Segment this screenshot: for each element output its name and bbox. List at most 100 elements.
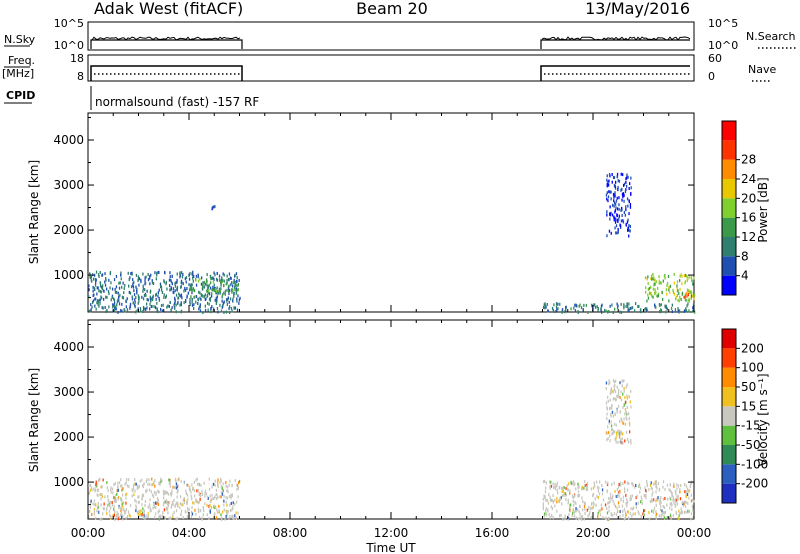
data-cell <box>134 482 136 486</box>
freq-unit-label: [MHz] <box>2 67 34 80</box>
data-cell <box>122 487 124 491</box>
data-cell <box>677 298 679 302</box>
data-cell <box>586 483 588 487</box>
data-cell <box>208 289 210 293</box>
colorbar-tick-label: 50 <box>741 380 756 394</box>
data-cell <box>622 220 625 224</box>
data-cell <box>138 514 140 518</box>
data-cell <box>138 297 140 300</box>
data-cell <box>609 407 611 410</box>
data-cell <box>625 385 627 389</box>
data-cell <box>581 485 583 489</box>
data-cell <box>236 297 238 301</box>
data-cell <box>669 506 671 510</box>
data-cell <box>670 497 672 501</box>
data-cell <box>176 288 178 292</box>
data-cell <box>94 283 97 287</box>
data-cell <box>187 497 189 501</box>
data-cell <box>190 510 193 514</box>
data-cell <box>552 494 554 498</box>
data-cell <box>687 509 689 513</box>
data-cell <box>176 485 179 489</box>
data-cell <box>611 180 613 184</box>
data-cell <box>206 503 208 507</box>
data-cell <box>683 502 685 506</box>
data-cell <box>617 429 619 433</box>
data-cell <box>124 309 126 313</box>
data-cell <box>607 199 609 203</box>
data-cell <box>184 286 186 290</box>
data-cell <box>101 493 103 496</box>
data-cell <box>89 488 92 492</box>
data-cell <box>594 497 596 501</box>
data-cell <box>103 297 105 301</box>
data-cell <box>213 271 215 275</box>
data-cell <box>146 306 148 310</box>
data-cell <box>210 281 212 285</box>
data-cell <box>173 498 175 502</box>
data-cell <box>175 509 178 513</box>
data-cell <box>617 228 619 231</box>
data-cell <box>183 501 186 504</box>
data-cell <box>208 477 210 481</box>
data-cell <box>132 484 135 488</box>
data-cell <box>208 516 210 520</box>
data-cell <box>159 481 161 485</box>
data-cell <box>630 186 632 190</box>
data-cell <box>638 483 641 487</box>
data-cell <box>611 428 613 432</box>
data-cell <box>614 504 617 508</box>
data-cell <box>640 514 642 518</box>
colorbar-tick-label: -100 <box>741 457 768 471</box>
data-cell <box>149 509 151 513</box>
data-cell <box>213 286 216 290</box>
data-cell <box>116 290 118 294</box>
data-cell <box>662 511 665 515</box>
data-cell <box>618 388 620 392</box>
x-tick-label: 16:00 <box>475 526 510 540</box>
data-cell <box>156 301 158 305</box>
data-cell <box>627 228 629 232</box>
data-cell <box>191 283 193 287</box>
data-cell <box>138 484 140 488</box>
data-cell <box>186 506 189 510</box>
data-cell <box>654 292 656 296</box>
data-cell <box>123 308 125 311</box>
data-cell <box>120 484 122 488</box>
data-cell <box>572 500 574 503</box>
data-cell <box>95 482 97 486</box>
data-cell <box>220 479 222 483</box>
data-cell <box>606 178 608 182</box>
data-cell <box>686 487 689 491</box>
data-cell <box>235 511 237 515</box>
data-cell <box>125 299 127 303</box>
data-cell <box>692 516 694 519</box>
data-cell <box>101 273 104 277</box>
data-cell <box>89 276 91 279</box>
data-cell <box>89 505 91 509</box>
data-cell <box>155 512 157 516</box>
data-cell <box>675 498 678 502</box>
data-cell <box>150 273 152 277</box>
data-cell <box>606 412 608 416</box>
data-cell <box>222 303 224 307</box>
data-cell <box>135 310 137 314</box>
data-cell <box>234 286 236 290</box>
data-cell <box>632 506 635 510</box>
data-cell <box>202 506 205 510</box>
data-cell <box>175 486 177 490</box>
data-cell <box>98 304 100 308</box>
data-cell <box>591 304 593 308</box>
data-cell <box>178 292 180 296</box>
data-cell <box>112 303 114 307</box>
data-cell <box>218 509 220 513</box>
data-cell <box>116 489 118 493</box>
data-cell <box>665 288 668 292</box>
data-cell <box>179 271 181 275</box>
data-cell <box>220 484 222 488</box>
data-cell <box>624 516 627 520</box>
power-y-axis-label: Slant Range [km] <box>27 160 41 264</box>
data-cell <box>204 293 206 297</box>
data-cell <box>148 488 151 492</box>
data-cell <box>125 517 127 520</box>
